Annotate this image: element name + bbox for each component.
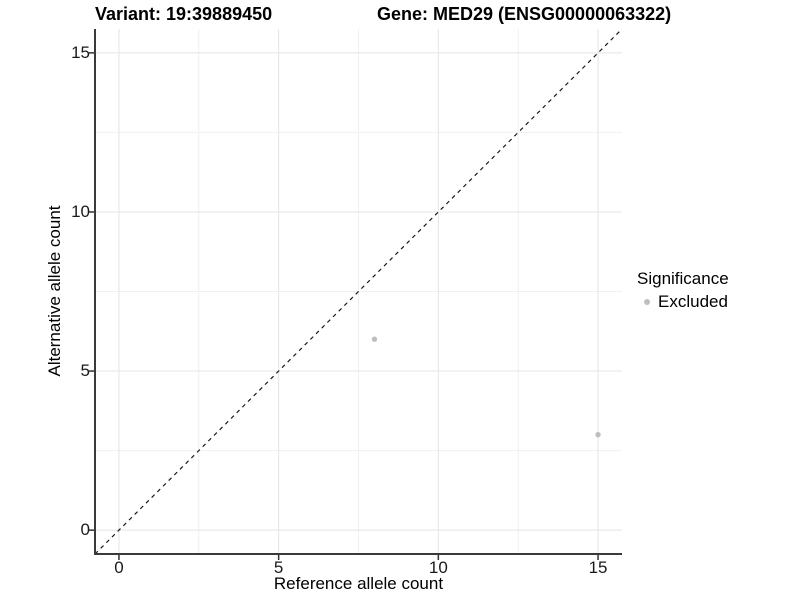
identity-reference-line <box>94 28 623 555</box>
legend-key-dot-icon <box>644 299 650 305</box>
y-tick-label: 0 <box>80 520 90 540</box>
data-point <box>371 336 378 342</box>
data-point <box>595 431 601 438</box>
y-tick-label: 5 <box>80 361 90 381</box>
plot-title-variant: Variant: 19:39889450 <box>95 4 273 24</box>
y-tick-label: 15 <box>71 42 90 62</box>
x-tick-label: 0 <box>114 558 124 577</box>
y-tick-label: 10 <box>71 201 90 221</box>
plot-title-gene: Gene: MED29 (ENSG00000063322) <box>377 4 672 24</box>
x-tick-label: 10 <box>428 558 448 577</box>
legend: Significance Excluded <box>637 269 729 312</box>
legend-title: Significance <box>637 269 729 288</box>
legend-item-label: Excluded <box>658 292 728 311</box>
legend-item-excluded: Excluded <box>637 292 729 312</box>
y-axis-title: Alternative allele count <box>45 205 64 377</box>
legend-key <box>636 293 658 311</box>
x-axis-title: Reference allele count <box>273 574 444 593</box>
x-tick-label: 15 <box>588 558 608 577</box>
x-tick-label: 5 <box>273 558 284 577</box>
